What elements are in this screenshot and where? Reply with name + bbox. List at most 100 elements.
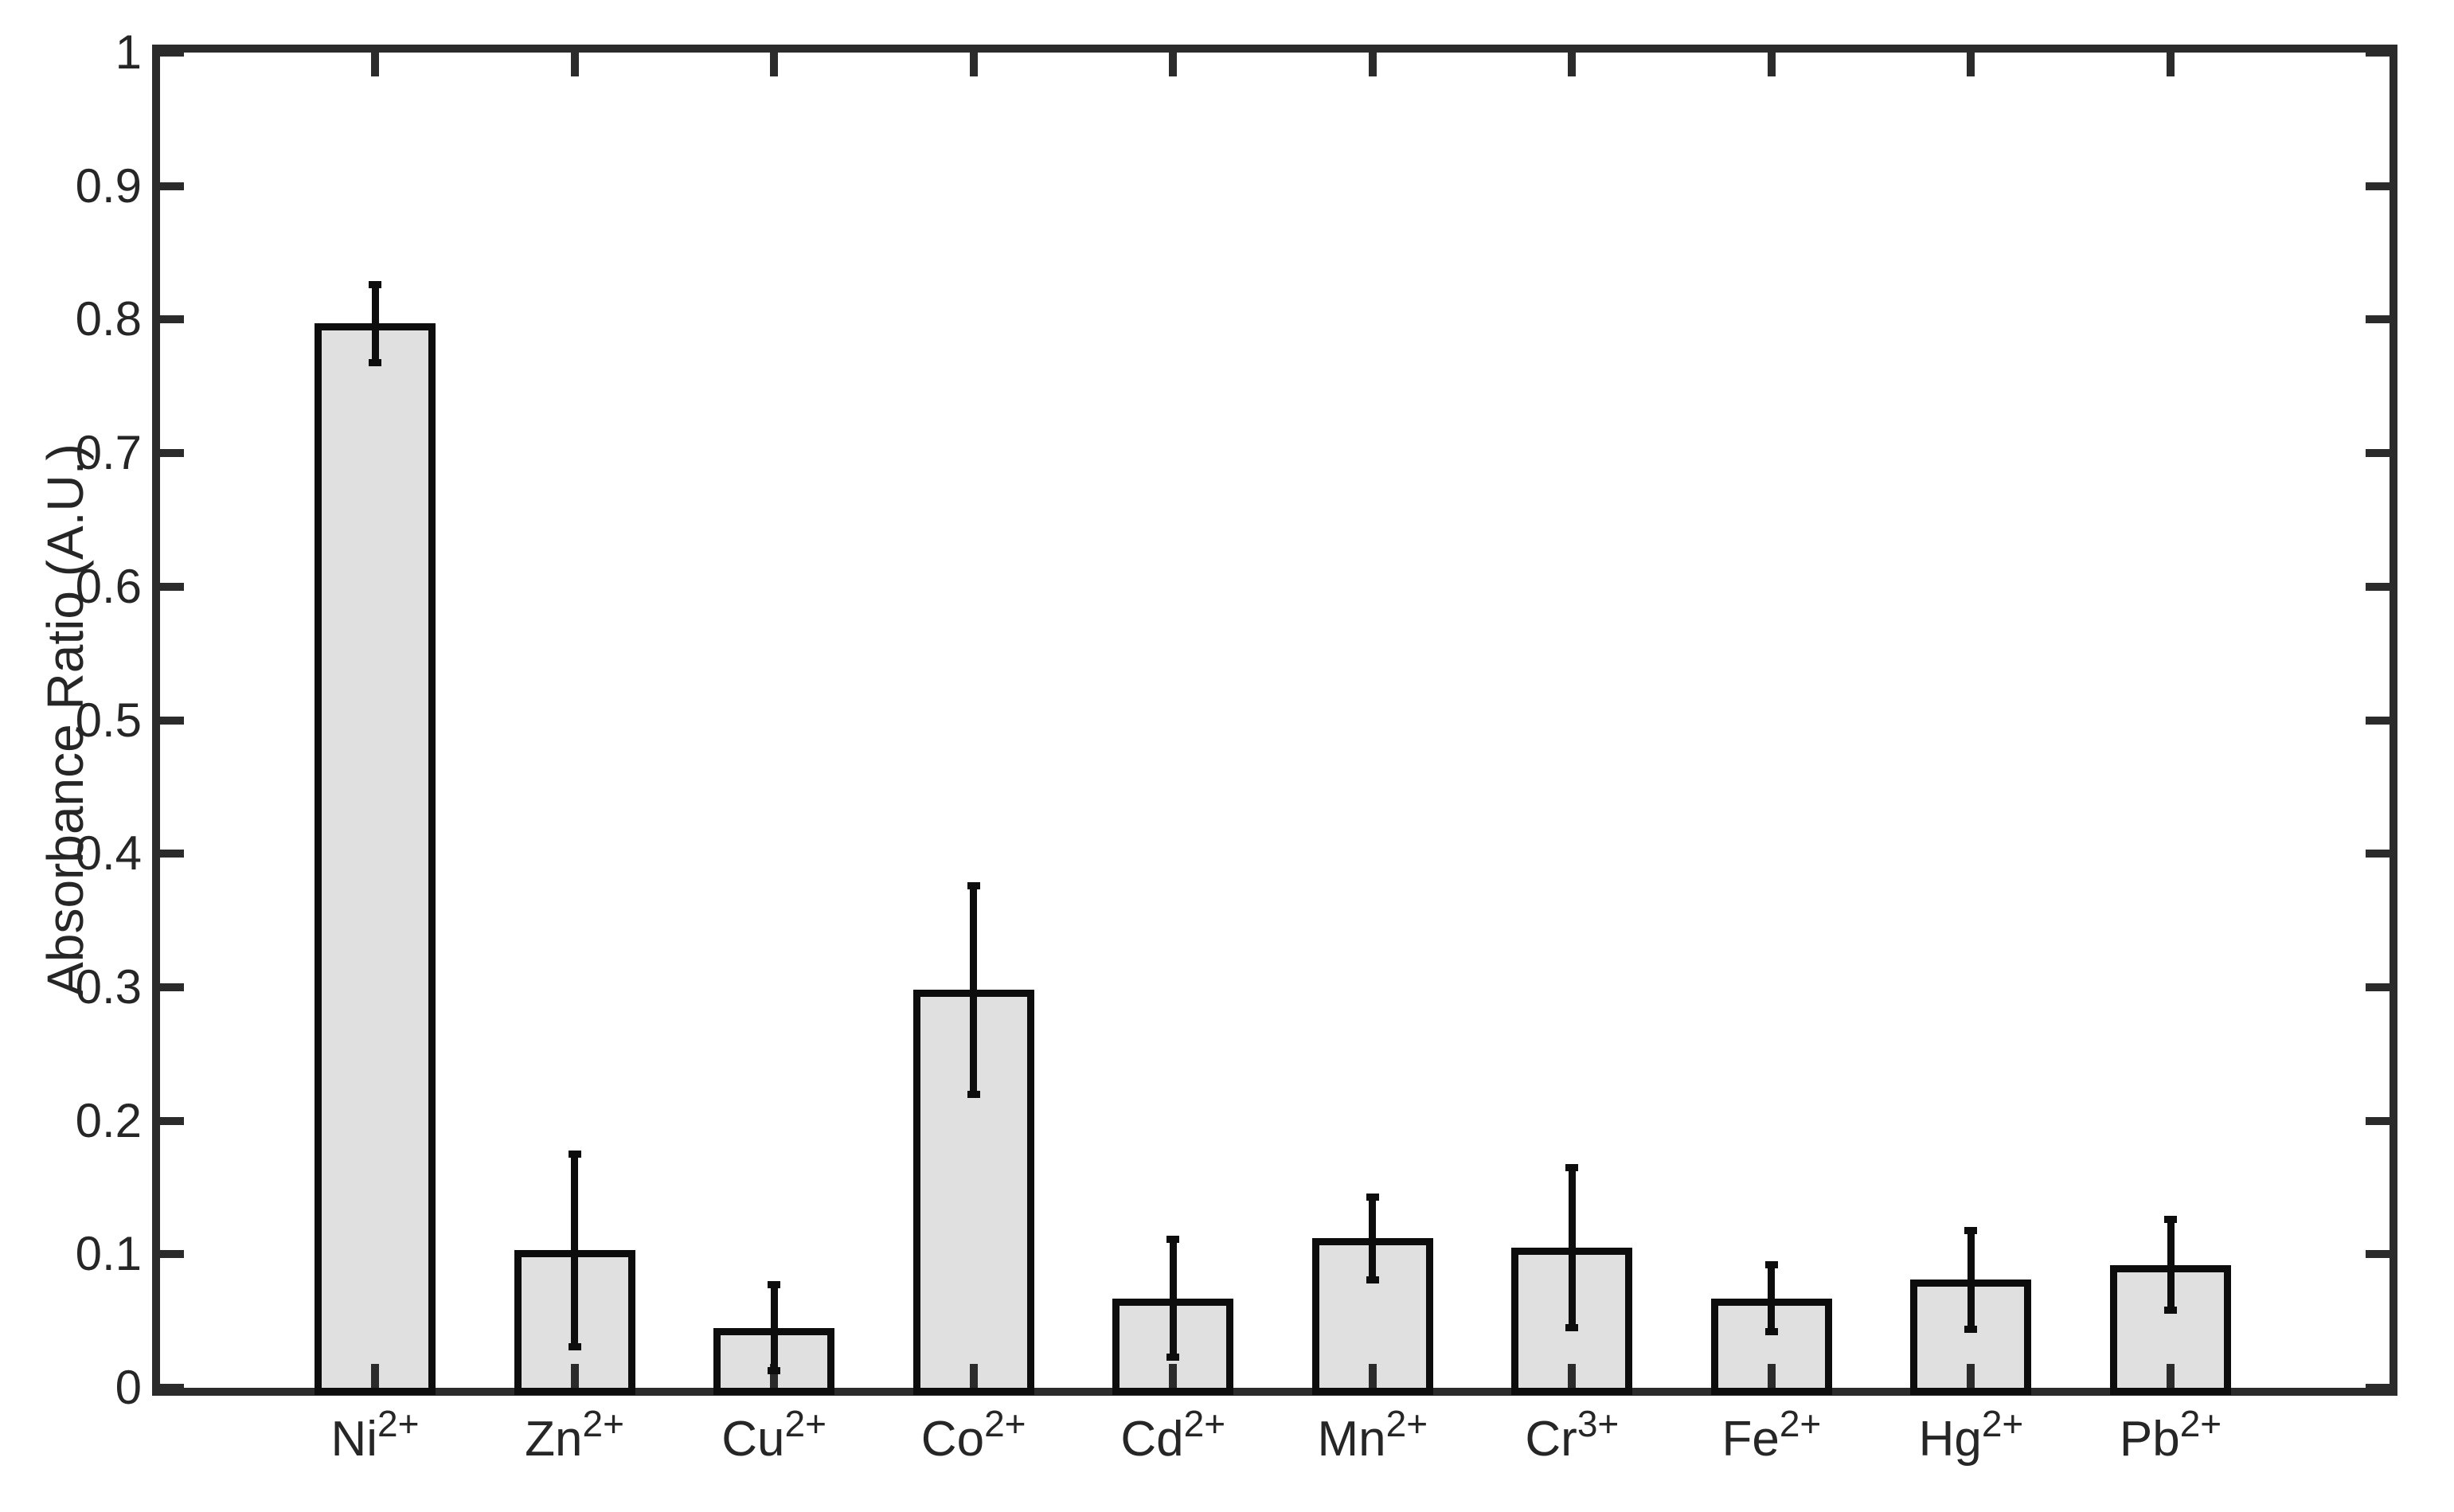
x-tick-label-cu: Cu2+ xyxy=(655,1403,893,1471)
y-tick-left xyxy=(160,449,184,458)
x-tick-label-hg: Hg2+ xyxy=(1851,1403,2090,1471)
y-tick-right xyxy=(2366,850,2390,858)
y-tick-label: 0.1 xyxy=(75,1227,142,1281)
x-tick-bottom xyxy=(1169,1364,1178,1388)
x-tick-label-fe: Fe2+ xyxy=(1652,1403,1891,1471)
x-tick-top xyxy=(2167,53,2175,76)
x-tick-bottom xyxy=(1767,1364,1776,1388)
y-tick-label: 0.2 xyxy=(75,1093,142,1147)
y-tick-label: 0.7 xyxy=(75,426,142,480)
y-tick-left xyxy=(160,182,184,190)
error-bar-line xyxy=(1967,1230,1975,1330)
x-tick-top xyxy=(570,53,579,76)
x-tick-label-base: Cr xyxy=(1525,1412,1577,1467)
error-bar-line xyxy=(1568,1167,1576,1328)
error-bar-cap-bottom xyxy=(369,358,381,366)
error-bar-cap-top xyxy=(1964,1226,1978,1234)
y-tick-left xyxy=(160,1384,184,1392)
x-tick-label-base: Ni xyxy=(330,1412,378,1467)
error-bar-cap-top xyxy=(768,1281,781,1289)
x-tick-label-base: Zn xyxy=(525,1412,583,1467)
y-tick-right xyxy=(2366,983,2390,991)
error-bar-cap-bottom xyxy=(568,1342,581,1350)
x-tick-label-base: Cd xyxy=(1120,1412,1184,1467)
y-tick-left xyxy=(160,49,184,57)
y-tick-left xyxy=(160,1116,184,1125)
y-tick-label: 1 xyxy=(115,25,142,79)
y-tick-label: 0.5 xyxy=(75,693,142,747)
y-tick-left xyxy=(160,850,184,858)
x-tick-bottom xyxy=(770,1364,779,1388)
error-bar-cap-top xyxy=(1565,1163,1579,1171)
y-tick-label: 0 xyxy=(115,1361,142,1414)
x-tick-top xyxy=(1568,53,1577,76)
x-tick-label-pb: Pb2+ xyxy=(2051,1403,2290,1471)
y-tick-left xyxy=(160,582,184,591)
x-tick-label-superscript: 2+ xyxy=(2179,1403,2222,1444)
x-tick-label-mn: Mn2+ xyxy=(1253,1403,1492,1471)
error-bar-cap-top xyxy=(1366,1193,1379,1201)
x-tick-label-superscript: 2+ xyxy=(784,1403,826,1444)
y-tick-label: 0.9 xyxy=(75,158,142,213)
bar-co xyxy=(912,990,1034,1395)
error-bar-cap-bottom xyxy=(1764,1328,1778,1336)
error-bar-cap-top xyxy=(967,881,980,889)
x-tick-label-co: Co2+ xyxy=(854,1403,1093,1471)
y-tick-right xyxy=(2366,182,2390,190)
error-bar-line xyxy=(1369,1197,1377,1280)
error-bar-line xyxy=(1768,1264,1776,1332)
error-bar-cap-bottom xyxy=(2164,1307,2177,1315)
error-bar-cap-bottom xyxy=(967,1090,980,1098)
error-bar-cap-bottom xyxy=(1964,1325,1978,1333)
bar-ni xyxy=(315,323,436,1395)
x-tick-label-superscript: 2+ xyxy=(1385,1403,1428,1444)
error-bar-cap-bottom xyxy=(1166,1353,1180,1361)
error-bar-line xyxy=(770,1284,778,1371)
x-tick-label-zn: Zn2+ xyxy=(455,1403,694,1471)
x-tick-label-superscript: 2+ xyxy=(1183,1403,1226,1444)
x-tick-top xyxy=(1767,53,1776,76)
x-tick-bottom xyxy=(2167,1364,2175,1388)
y-tick-right xyxy=(2366,1384,2390,1392)
y-tick-left xyxy=(160,983,184,991)
x-tick-label-base: Mn xyxy=(1317,1412,1386,1467)
y-tick-label: 0.3 xyxy=(75,959,142,1014)
x-tick-label-cr: Cr3+ xyxy=(1452,1403,1691,1471)
error-bar-line xyxy=(1169,1239,1177,1358)
x-tick-label-base: Hg xyxy=(1918,1412,1982,1467)
error-bar-cap-bottom xyxy=(1366,1276,1379,1283)
x-tick-label-base: Co xyxy=(920,1412,985,1467)
y-tick-right xyxy=(2366,716,2390,725)
x-tick-label-superscript: 2+ xyxy=(1981,1403,2024,1444)
error-bar-line xyxy=(970,885,978,1095)
x-tick-label-superscript: 2+ xyxy=(582,1403,624,1444)
x-tick-label-base: Cu xyxy=(721,1412,785,1467)
x-tick-label-cd: Cd2+ xyxy=(1053,1403,1292,1471)
error-bar-cap-bottom xyxy=(768,1366,781,1374)
y-tick-label: 0.4 xyxy=(75,826,142,881)
x-tick-label-base: Fe xyxy=(1721,1412,1780,1467)
x-tick-top xyxy=(1967,53,1975,76)
y-tick-right xyxy=(2366,1250,2390,1259)
plot-box xyxy=(152,45,2397,1396)
error-bar-line xyxy=(2167,1219,2175,1311)
error-bar-cap-top xyxy=(1764,1261,1778,1269)
x-tick-label-base: Pb xyxy=(2119,1412,2180,1467)
error-bar-line xyxy=(571,1154,579,1346)
y-tick-right xyxy=(2366,49,2390,57)
y-tick-label: 0.6 xyxy=(75,559,142,613)
y-tick-label: 0.8 xyxy=(75,292,142,346)
x-tick-bottom xyxy=(1967,1364,1975,1388)
error-bar-cap-top xyxy=(369,281,381,289)
y-tick-left xyxy=(160,1250,184,1259)
x-tick-label-superscript: 2+ xyxy=(377,1403,420,1444)
x-tick-bottom xyxy=(1368,1364,1377,1388)
error-bar-cap-top xyxy=(1166,1236,1180,1244)
y-tick-right xyxy=(2366,582,2390,591)
error-bar-cap-top xyxy=(2164,1216,2177,1224)
x-tick-top xyxy=(969,53,978,76)
y-tick-right xyxy=(2366,449,2390,458)
error-bar-cap-bottom xyxy=(1565,1324,1579,1332)
x-tick-bottom xyxy=(371,1364,379,1388)
